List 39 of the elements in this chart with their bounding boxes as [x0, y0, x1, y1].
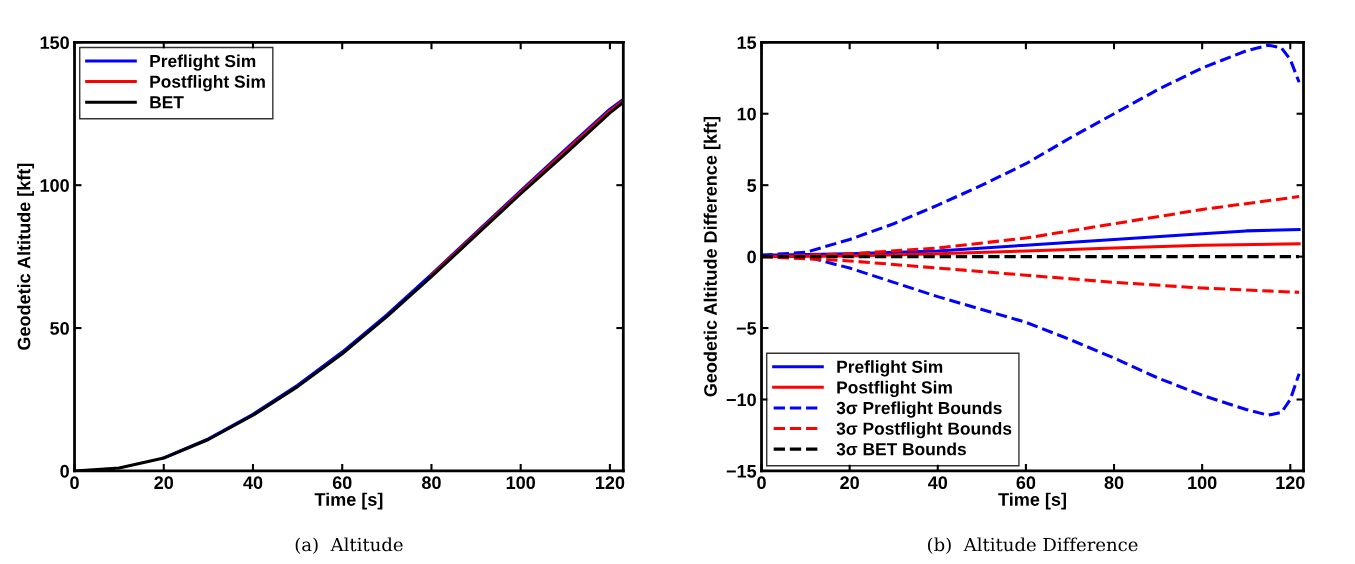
y-tick-label: −5: [736, 322, 757, 335]
text: (a) Altitude: [295, 537, 403, 554]
y-tick-label: 50: [50, 321, 69, 335]
x-tick-label: 20: [840, 476, 859, 490]
legend-label: Postflight Sim: [150, 75, 265, 92]
x-tick-label: 100: [1188, 476, 1217, 490]
x-axis-title: Time [s]: [314, 492, 383, 510]
y-tick-label: 100: [40, 179, 69, 192]
y-tick-label: 0: [747, 250, 756, 264]
x-tick-label: 120: [1276, 476, 1305, 490]
y-tick-label: 10: [737, 107, 756, 121]
y-tick-label: 150: [40, 36, 69, 50]
x-tick-label: 60: [1016, 476, 1036, 490]
x-tick-label: 80: [1104, 476, 1124, 490]
legend-label: 3σ Preflight Bounds: [836, 401, 1002, 418]
y-axis-title: Geodetic Altitude Difference [kft]: [703, 117, 721, 397]
x-tick-label: 40: [928, 476, 948, 490]
legend-label: 3σ Postflight Bounds: [836, 422, 1012, 439]
text: (b) Altitude Difference: [928, 537, 1138, 554]
legend-label: Preflight Sim: [837, 360, 943, 377]
x-tick-label: 20: [154, 476, 174, 490]
y-tick-label: 5: [747, 179, 757, 192]
x-tick-label: 100: [506, 476, 536, 490]
legend-label: BET: [150, 96, 184, 109]
legend-label: 3σ BET Bounds: [836, 442, 966, 456]
legend-label: Preflight Sim: [150, 54, 256, 71]
y-tick-label: −10: [726, 393, 756, 407]
y-tick-label: 0: [60, 464, 69, 478]
x-tick-label: 40: [243, 476, 263, 490]
x-axis-title: Time [s]: [998, 492, 1066, 510]
y-tick-label: −15: [726, 465, 757, 478]
x-tick-label: 120: [595, 476, 625, 490]
y-tick-label: 15: [737, 36, 757, 50]
y-axis-title: Geodetic Altitude [kft]: [17, 163, 34, 350]
x-tick-label: 80: [421, 476, 441, 490]
x-tick-label: 0: [757, 476, 766, 490]
x-tick-label: 0: [70, 476, 79, 490]
legend-label: Postflight Sim: [837, 380, 952, 398]
x-tick-label: 60: [332, 476, 352, 490]
